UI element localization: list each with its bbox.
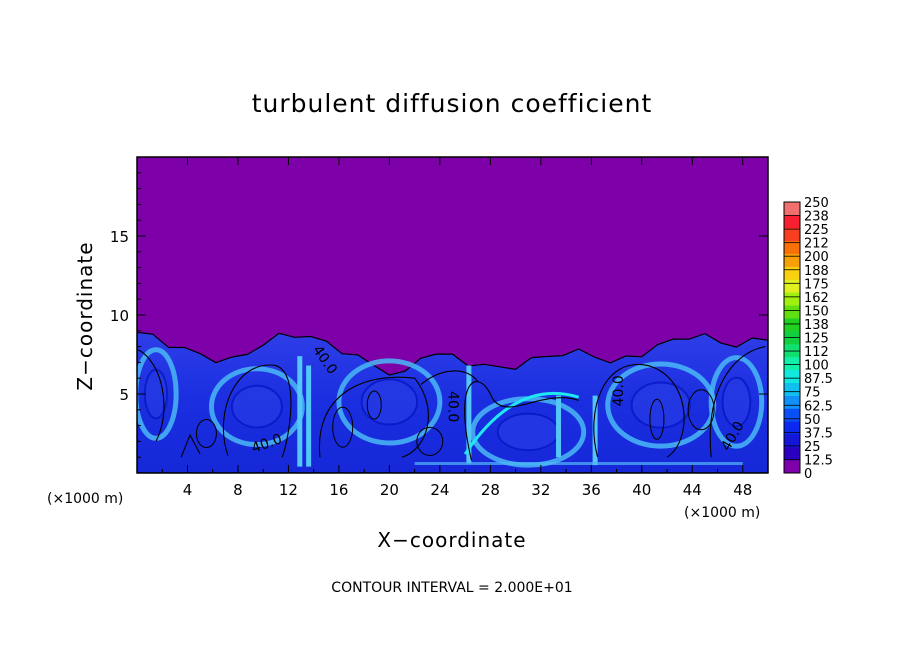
x-tick-label: 48 (733, 481, 752, 499)
colorbar-tick-label: 250 (804, 196, 829, 211)
colorbar-tick-label: 200 (804, 250, 829, 265)
colorbar-swatch (784, 305, 800, 319)
contour-closed (366, 390, 382, 420)
colorbar: 012.52537.55062.57587.510011212513815016… (783, 196, 833, 482)
x-tick-label: 36 (582, 481, 601, 499)
colorbar-swatch (784, 318, 800, 332)
colorbar-swatch (784, 227, 800, 242)
colorbar-tick-label: 75 (804, 386, 821, 401)
colorbar-tick-label: 238 (804, 210, 829, 225)
x-unit-label-left: (×1000 m) (47, 491, 123, 507)
colorbar-swatch (784, 356, 800, 371)
eddy-core (496, 412, 560, 452)
eddy-core (230, 384, 283, 429)
y-axis-ticks: 5 10 15 (110, 172, 768, 458)
colorbar-tick-label: 212 (804, 237, 829, 252)
contour-line (180, 433, 201, 458)
field-layer (137, 331, 768, 473)
eddy-ring (137, 347, 179, 441)
colorbar-tick-label: 100 (804, 359, 829, 374)
eddy-core (721, 376, 752, 428)
colorbar-swatch (784, 408, 800, 422)
x-tick-label: 24 (430, 481, 449, 499)
colorbar-swatch (784, 279, 800, 293)
colorbar-tick-label: 138 (804, 318, 829, 333)
x-tick-label: 40 (632, 481, 651, 499)
colorbar-swatch (784, 240, 800, 254)
colorbar-tick-label: 0 (804, 467, 812, 482)
x-tick-label: 8 (233, 481, 243, 499)
contour-closed (332, 406, 354, 448)
colorbar-tick-label: 225 (804, 223, 829, 238)
contour-line (464, 381, 579, 461)
contour-line (318, 376, 429, 458)
contour-closed (687, 389, 715, 431)
colorbar-tick-label: 37.5 (804, 426, 833, 441)
eddy-ring (208, 366, 305, 448)
colorbar-tick-label: 25 (804, 440, 821, 455)
eddy-core (630, 381, 691, 429)
eddy-structures (137, 347, 765, 468)
contour-closed (195, 419, 217, 448)
colorbar-swatch (784, 369, 800, 383)
contour-line (709, 346, 766, 458)
x-tick-label: 4 (183, 481, 193, 499)
contour-interval-text: CONTOUR INTERVAL = 2.000E+01 (331, 580, 572, 596)
y-tick-label: 15 (110, 228, 129, 246)
x-axis-label: X−coordinate (377, 528, 526, 552)
contour-line (222, 364, 292, 458)
x-axis-ticks: 4 8 12 16 20 24 28 32 36 40 44 48 (161, 157, 752, 499)
colorbar-swatch (784, 421, 800, 435)
x-tick-label: 16 (329, 481, 348, 499)
colorbar-swatch (784, 382, 800, 396)
colorbar-tick-label: 125 (804, 332, 829, 347)
contour-line (593, 363, 685, 458)
colorbar-swatch (784, 253, 800, 267)
colorbar-tick-label: 50 (804, 413, 821, 428)
colorbar-tick-label: 112 (804, 345, 829, 360)
contour-label: 40.0 (611, 375, 627, 406)
colorbar-swatch (784, 395, 800, 409)
chart-title: turbulent diffusion coefficient (252, 89, 653, 118)
shear-arc (463, 391, 580, 455)
x-unit-label-right: (×1000 m) (684, 505, 760, 521)
colorbar-swatch (784, 447, 800, 461)
contour-closed (649, 398, 665, 440)
turbulent-layer (137, 331, 768, 473)
colorbar-tick-label: 162 (804, 291, 829, 306)
colorbar-tick-label: 150 (804, 304, 829, 319)
colorbar-tick-label: 175 (804, 277, 829, 292)
colorbar-swatch (784, 214, 800, 229)
x-tick-label: 20 (380, 481, 399, 499)
colorbar-swatch (784, 292, 800, 306)
x-tick-label: 32 (531, 481, 550, 499)
plot-area (136, 156, 769, 474)
contour-lines (138, 346, 766, 461)
colorbar-swatch (784, 343, 800, 358)
x-tick-label: 28 (481, 481, 500, 499)
colorbar-swatch (784, 460, 800, 474)
x-tick-label: 12 (279, 481, 298, 499)
y-tick-label: 10 (110, 307, 129, 325)
contour-line (138, 349, 165, 442)
colorbar-tick-label: 87.5 (804, 372, 833, 387)
eddy-ring (708, 355, 765, 449)
colorbar-tick-label: 62.5 (804, 399, 833, 414)
colorbar-swatch (784, 434, 800, 448)
x-tick-label: 44 (683, 481, 702, 499)
contour-label: 40.0 (445, 391, 461, 422)
eddy-core (360, 378, 419, 426)
eddy-ring (336, 358, 443, 446)
colorbar-tick-label: 12.5 (804, 453, 833, 468)
colorbar-swatch (784, 202, 800, 216)
contour-closed (416, 426, 444, 456)
y-axis-label: Z−coordinate (73, 241, 97, 390)
y-tick-label: 5 (119, 386, 129, 404)
contour-line (420, 370, 479, 385)
colorbar-swatch (784, 266, 800, 280)
colorbar-tick-label: 188 (804, 264, 829, 279)
